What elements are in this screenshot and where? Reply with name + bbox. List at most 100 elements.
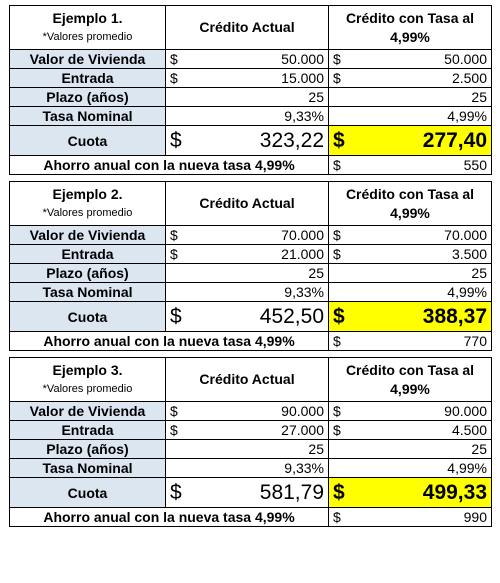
currency: $	[333, 509, 341, 525]
value-cell: $2.500	[328, 68, 492, 88]
data-row: Valor de Vivienda $70.000 $70.000	[9, 225, 492, 245]
value: $499,33	[333, 481, 487, 505]
data-row: Plazo (años) 25 25	[9, 87, 492, 107]
column-header: Crédito con Tasa al 4,99%	[328, 357, 492, 402]
column-header: Crédito con Tasa al 4,99%	[328, 181, 492, 226]
value-cell: $550	[328, 155, 492, 175]
amount: 990	[463, 509, 487, 525]
value: $27.000	[170, 422, 324, 438]
value: 4,99%	[333, 284, 487, 300]
value-cell: 25	[328, 263, 492, 283]
data-row: Valor de Vivienda $50.000 $50.000	[9, 49, 492, 69]
value: $452,50	[170, 305, 324, 329]
tables: Ejemplo 1. *Valores promedio Crédito Actua…	[9, 5, 492, 533]
value-cell: $452,50	[165, 301, 329, 332]
currency: $	[170, 70, 178, 86]
amount: 770	[463, 333, 487, 349]
row-label: Tasa Nominal	[9, 282, 166, 302]
value: $3.500	[333, 246, 487, 262]
value-cell: $50.000	[165, 49, 329, 69]
currency: $	[333, 128, 345, 152]
amount: 452,50	[259, 304, 324, 328]
value: $2.500	[333, 70, 487, 86]
amount: 70.000	[281, 227, 324, 243]
value-cell: $21.000	[165, 244, 329, 264]
value-cell: $50.000	[328, 49, 492, 69]
value: 25	[170, 441, 324, 457]
value-cell: 9,33%	[165, 458, 329, 478]
cuota-row: Cuota $323,22 $277,40	[9, 125, 492, 156]
amount: 25	[471, 265, 487, 281]
value: $388,37	[333, 305, 487, 329]
amount: 21.000	[281, 246, 324, 262]
value-cell: $770	[328, 331, 492, 351]
row-label: Entrada	[9, 68, 166, 88]
value: 4,99%	[333, 108, 487, 124]
currency: $	[333, 51, 341, 67]
row-label: Valor de Vivienda	[9, 49, 166, 69]
value-cell: $990	[328, 507, 492, 527]
row-label: Cuota	[9, 125, 166, 156]
row-label: Entrada	[9, 244, 166, 264]
example-note: *Valores promedio	[42, 30, 133, 43]
currency: $	[170, 304, 182, 328]
value-cell: 4,99%	[328, 458, 492, 478]
amount: 4,99%	[447, 284, 487, 300]
amount: 323,22	[259, 128, 324, 152]
data-row: Entrada $15.000 $2.500	[9, 68, 492, 88]
example-table: Ejemplo 2. *Valores promedio Crédito Actua…	[9, 181, 492, 351]
example-note: *Valores promedio	[42, 382, 133, 395]
currency: $	[333, 227, 341, 243]
example-note: *Valores promedio	[42, 206, 133, 219]
row-label: Plazo (años)	[9, 263, 166, 283]
value: $277,40	[333, 129, 487, 153]
value-cell: 25	[328, 439, 492, 459]
value: 25	[170, 265, 324, 281]
amount: 70.000	[444, 227, 487, 243]
value: $4.500	[333, 422, 487, 438]
example-title: Ejemplo 1.	[52, 9, 123, 26]
currency: $	[333, 422, 341, 438]
value-cell: 4,99%	[328, 282, 492, 302]
value-cell: 9,33%	[165, 106, 329, 126]
header-row: Ejemplo 1. *Valores promedio Crédito Actua…	[9, 5, 492, 50]
amount: 9,33%	[284, 108, 324, 124]
amount: 25	[308, 89, 324, 105]
value-cell: $27.000	[165, 420, 329, 440]
currency: $	[170, 480, 182, 504]
value-cell: 25	[165, 87, 329, 107]
value: 25	[170, 89, 324, 105]
column-header: Crédito Actual	[165, 181, 329, 226]
amount: 4.500	[451, 422, 487, 438]
amount: 25	[471, 89, 487, 105]
amount: 277,40	[422, 128, 487, 152]
savings-label: Ahorro anual con la nueva tasa 4,99%	[9, 507, 329, 527]
amount: 50.000	[444, 51, 487, 67]
value: 9,33%	[170, 108, 324, 124]
currency: $	[333, 70, 341, 86]
value: $90.000	[333, 403, 487, 419]
value: $90.000	[170, 403, 324, 419]
amount: 581,79	[259, 480, 324, 504]
data-row: Tasa Nominal 9,33% 4,99%	[9, 458, 492, 478]
amount: 2.500	[451, 70, 487, 86]
amount: 9,33%	[284, 460, 324, 476]
row-label: Cuota	[9, 301, 166, 332]
data-row: Plazo (años) 25 25	[9, 439, 492, 459]
value: $70.000	[333, 227, 487, 243]
value: $770	[333, 333, 487, 349]
value-cell: $70.000	[328, 225, 492, 245]
currency: $	[333, 304, 345, 328]
value-cell: $581,79	[165, 477, 329, 508]
data-row: Valor de Vivienda $90.000 $90.000	[9, 401, 492, 421]
value-cell: $3.500	[328, 244, 492, 264]
data-row: Tasa Nominal 9,33% 4,99%	[9, 282, 492, 302]
currency: $	[170, 227, 178, 243]
currency: $	[170, 128, 182, 152]
cuota-row: Cuota $581,79 $499,33	[9, 477, 492, 508]
value: $50.000	[170, 51, 324, 67]
savings-row: Ahorro anual con la nueva tasa 4,99% $550	[9, 155, 492, 175]
amount: 90.000	[444, 403, 487, 419]
row-label: Plazo (años)	[9, 87, 166, 107]
